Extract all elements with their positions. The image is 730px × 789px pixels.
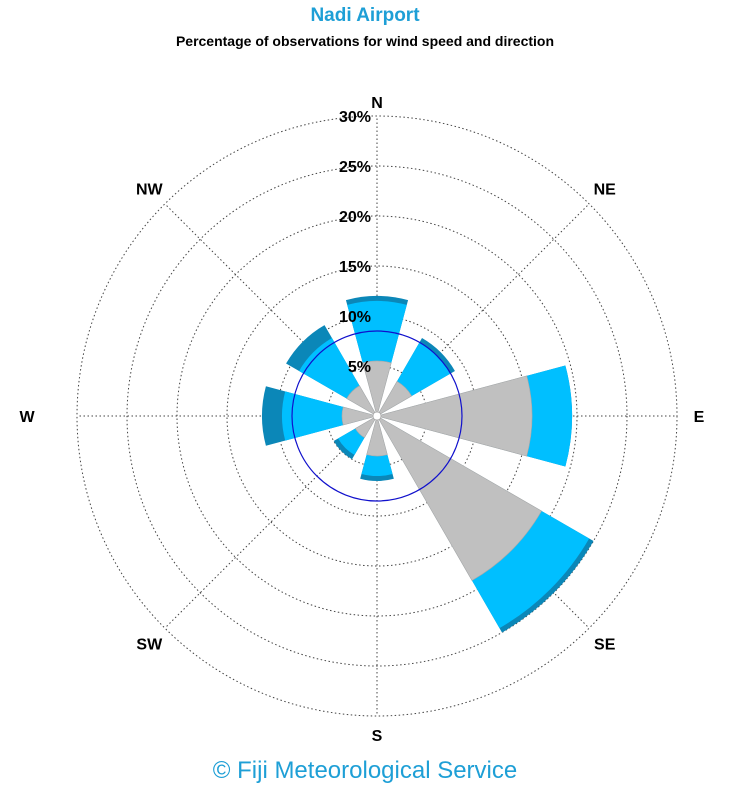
direction-label-n: N (371, 95, 383, 112)
calm-circle (291, 330, 463, 502)
petal-n-band-1 (362, 360, 392, 418)
tick-label-20: 20% (339, 209, 371, 226)
tick-label-30: 30% (339, 109, 371, 126)
direction-labels: N NE E SE S SW W NW (19, 95, 704, 745)
direction-label-ne: NE (594, 181, 617, 198)
tick-label-25: 25% (339, 159, 371, 176)
calm-circle-group (291, 330, 463, 502)
tick-label-15: 15% (339, 259, 371, 276)
direction-label-nw: NW (136, 181, 164, 198)
petal-ne-band-1 (376, 380, 413, 417)
direction-label-w: W (19, 409, 35, 426)
grid-ring-6 (76, 115, 678, 717)
petal-w-band-1 (341, 406, 379, 426)
direction-label-sw: SW (136, 637, 163, 654)
tick-label-5: 5% (348, 359, 371, 376)
petal-e-band-1 (375, 375, 533, 457)
petal-sw-band-1 (354, 415, 378, 439)
petal-nw-band-1 (346, 385, 378, 417)
chart-title: Nadi Airport (310, 5, 420, 26)
radial-tick-labels: 5% 10% 15% 20% 25% 30% (339, 109, 371, 376)
tick-label-10: 10% (339, 309, 371, 326)
copyright-credit: © Fiji Meteorological Service (212, 757, 518, 784)
direction-label-s: S (372, 728, 383, 745)
petal-s-band-1 (366, 414, 388, 457)
direction-label-se: SE (594, 637, 616, 654)
wind-petals (262, 296, 594, 633)
chart-subtitle: Percentage of observations for wind spee… (175, 33, 555, 49)
center-dot (372, 411, 382, 421)
petal-n-band-2 (347, 301, 407, 416)
direction-label-e: E (694, 409, 705, 426)
petal-se-band-1 (376, 415, 542, 581)
grid-ring-5 (126, 165, 628, 667)
petal-w-band-2 (282, 391, 377, 441)
